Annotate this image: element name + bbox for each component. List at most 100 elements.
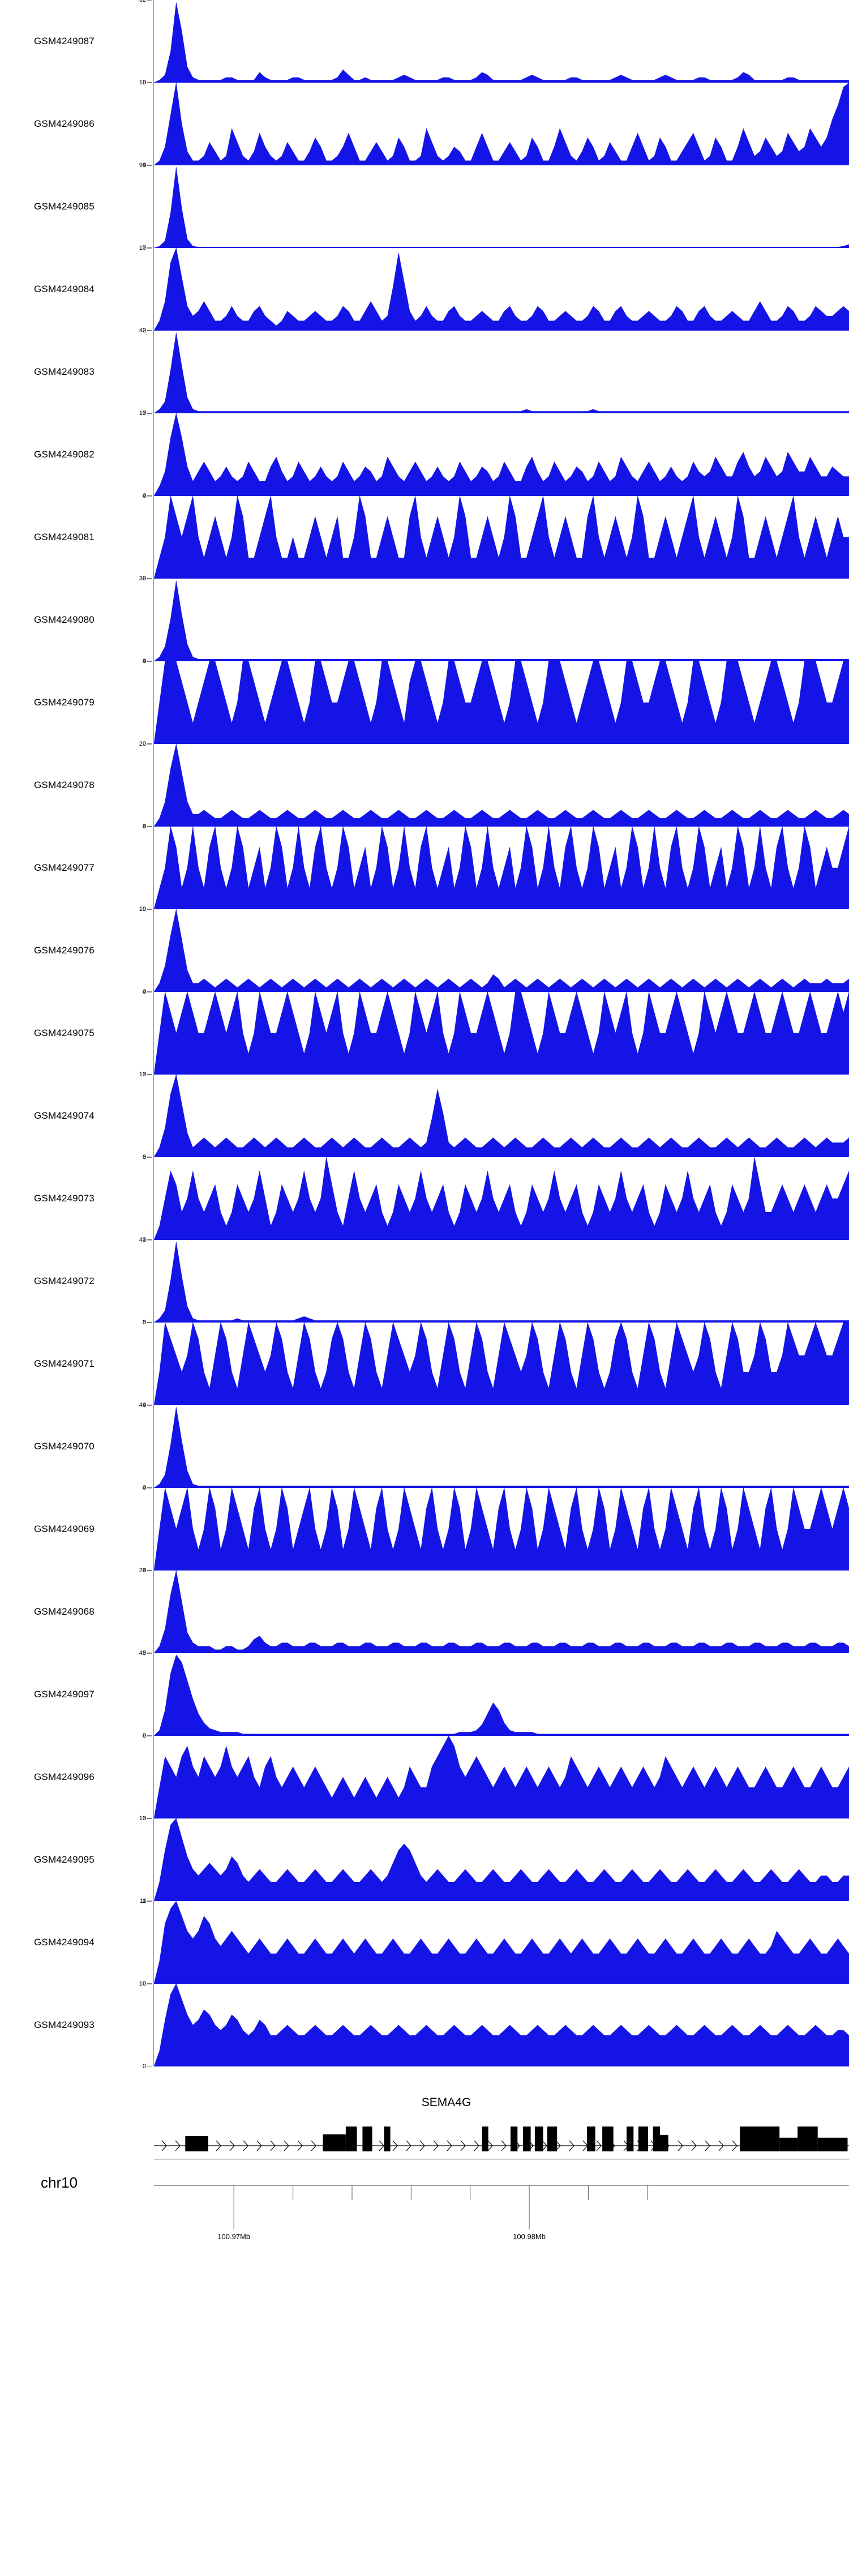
track-coverage-plot[interactable]	[154, 1984, 849, 2066]
track-coverage-plot[interactable]	[154, 827, 849, 909]
axis-max-value: 8	[142, 1732, 146, 1739]
track-coverage-plot[interactable]	[154, 1157, 849, 1240]
track-sample-label: GSM4249068	[34, 1606, 95, 1617]
track-y-axis: 44 0	[130, 1402, 154, 1491]
axis-tick-top	[147, 1901, 152, 1902]
track-coverage-plot[interactable]	[154, 1901, 849, 1984]
axis-max-value: 4	[142, 823, 146, 830]
track-y-axis: 20 0	[130, 741, 154, 830]
axis-min-value: 0	[142, 906, 146, 913]
axis-tick-bottom	[147, 1983, 152, 1984]
axis-min-value: 0	[142, 1402, 146, 1409]
track-coverage-plot[interactable]	[154, 496, 849, 579]
axis-max-value: 4	[142, 658, 146, 665]
axis-max-value: 32	[139, 0, 146, 3]
track-coverage-plot[interactable]	[154, 165, 849, 248]
axis-max-value: 94	[139, 162, 146, 169]
track-coverage-plot[interactable]	[154, 1736, 849, 1818]
track-y-axis: 18 0	[130, 80, 154, 169]
track-sample-label: GSM4249095	[34, 1854, 95, 1865]
axis-tick-bottom	[147, 1735, 152, 1736]
axis-min-value: 0	[142, 1815, 146, 1822]
axis-tick-top	[147, 909, 152, 910]
axis-max-value: 4	[142, 1484, 146, 1491]
axis-line	[153, 165, 154, 248]
track-coverage-plot[interactable]	[154, 83, 849, 165]
axis-max-value: 17	[139, 1071, 146, 1078]
track-y-axis: 11 0	[130, 1898, 154, 1987]
track-coverage-plot[interactable]	[154, 1571, 849, 1653]
track-coverage-plot[interactable]	[154, 661, 849, 744]
track-coverage-plot[interactable]	[154, 992, 849, 1075]
track-label-cell: GSM4249095	[0, 1818, 130, 1901]
coverage-track-row: GSM4249073 6 0	[0, 1154, 849, 1243]
track-y-axis: 19 0	[130, 906, 154, 995]
track-coverage-plot[interactable]	[154, 0, 849, 83]
track-label-cell: GSM4249079	[0, 661, 130, 744]
axis-tick-bottom	[147, 1570, 152, 1571]
track-coverage-plot[interactable]	[154, 1075, 849, 1157]
track-sample-label: GSM4249074	[34, 1110, 95, 1121]
axis-tick-bottom	[147, 743, 152, 744]
track-sample-label: GSM4249069	[34, 1524, 95, 1534]
track-coverage-plot[interactable]	[154, 248, 849, 331]
track-sample-label: GSM4249084	[34, 284, 95, 294]
track-sample-label: GSM4249075	[34, 1028, 95, 1038]
axis-line	[153, 413, 154, 496]
axis-min-value: 0	[142, 741, 146, 747]
axis-min-value: 0	[142, 823, 146, 830]
coverage-track-row: GSM4249087 32 0	[0, 0, 849, 86]
track-coverage-plot[interactable]	[154, 744, 849, 827]
track-label-cell: GSM4249072	[0, 1240, 130, 1323]
axis-max-value: 17	[139, 245, 146, 251]
chromosome-label: chr10	[41, 2174, 78, 2191]
gene-model-plot[interactable]: SEMA4G	[154, 2066, 849, 2151]
track-coverage-plot[interactable]	[154, 579, 849, 661]
track-coverage-plot[interactable]	[154, 1653, 849, 1736]
axis-tick-top	[147, 496, 152, 497]
axis-min-value: 0	[142, 1484, 146, 1491]
chromosome-axis-plot[interactable]: 100.97Mb 100.98Mb	[154, 2151, 849, 2248]
axis-tick-top	[147, 1405, 152, 1406]
axis-line	[153, 496, 154, 579]
track-coverage-plot[interactable]	[154, 413, 849, 496]
track-coverage-plot[interactable]	[154, 1405, 849, 1488]
coverage-tracks-container: GSM4249087 32 0 GSM4249086 18 0 GSM4249085 94 0 G…	[0, 0, 849, 2070]
axis-min-value: 0	[142, 1980, 146, 1987]
axis-max-value: 11	[139, 1898, 146, 1905]
track-label-cell: GSM4249068	[0, 1571, 130, 1653]
axis-tick-top	[147, 413, 152, 414]
axis-min-value: 0	[142, 1567, 146, 1574]
track-label-cell: GSM4249074	[0, 1075, 130, 1157]
axis-min-value: 0	[142, 1319, 146, 1326]
track-coverage-plot[interactable]	[154, 331, 849, 413]
axis-line	[153, 1571, 154, 1653]
axis-tick-bottom	[147, 1074, 152, 1075]
axis-min-value: 0	[142, 2063, 146, 2070]
track-sample-label: GSM4249082	[34, 449, 95, 460]
axis-line	[153, 0, 154, 83]
track-coverage-plot[interactable]	[154, 1488, 849, 1571]
track-sample-label: GSM4249085	[34, 201, 95, 212]
axis-line	[153, 1818, 154, 1901]
axis-line	[153, 661, 154, 744]
track-y-axis: 17 0	[130, 1071, 154, 1161]
track-coverage-plot[interactable]	[154, 1323, 849, 1405]
axis-min-value: 0	[142, 1154, 146, 1161]
track-label-cell: GSM4249087	[0, 0, 130, 83]
axis-line	[153, 827, 154, 909]
axis-max-value: 20	[139, 741, 146, 747]
track-coverage-plot[interactable]	[154, 1240, 849, 1323]
axis-tick-bottom	[147, 82, 152, 83]
track-sample-label: GSM4249070	[34, 1441, 95, 1452]
track-label-cell: GSM4249070	[0, 1405, 130, 1488]
coverage-track-row: GSM4249068 24 0	[0, 1568, 849, 1657]
axis-max-value: 4	[142, 989, 146, 995]
track-sample-label: GSM4249096	[34, 1771, 95, 1782]
track-sample-label: GSM4249093	[34, 2019, 95, 2030]
track-coverage-plot[interactable]	[154, 909, 849, 992]
track-coverage-plot[interactable]	[154, 1818, 849, 1901]
coverage-track-row: GSM4249069 4 0	[0, 1484, 849, 1574]
track-sample-label: GSM4249087	[34, 36, 95, 46]
